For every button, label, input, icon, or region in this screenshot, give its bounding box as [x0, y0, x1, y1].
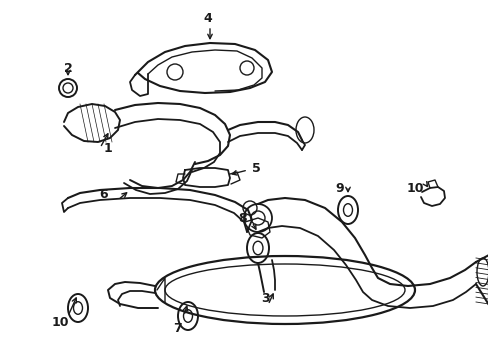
- Text: 6: 6: [100, 189, 108, 202]
- Text: 8: 8: [238, 211, 247, 225]
- Text: 10: 10: [406, 181, 423, 194]
- Text: 1: 1: [103, 141, 112, 154]
- Text: 9: 9: [335, 181, 344, 194]
- Text: 7: 7: [173, 321, 182, 334]
- Text: 4: 4: [203, 12, 212, 24]
- Text: 10: 10: [51, 315, 69, 328]
- Text: 5: 5: [251, 162, 260, 175]
- Text: 3: 3: [260, 292, 269, 305]
- Text: 2: 2: [63, 62, 72, 75]
